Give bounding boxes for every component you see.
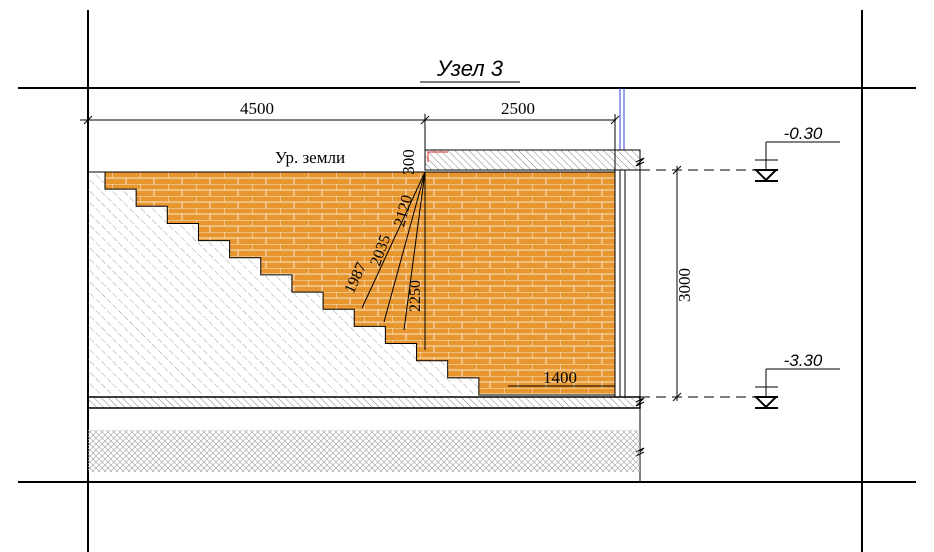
- brick-wall: [104, 171, 616, 396]
- slab: [424, 149, 641, 171]
- gravel: [88, 430, 640, 472]
- height-dimension: [640, 165, 760, 402]
- dimension-label: 3000: [675, 268, 694, 302]
- dimension-label: 2250: [407, 280, 424, 312]
- dimension-label: 300: [399, 149, 418, 175]
- level-mark: [753, 368, 840, 409]
- level-label: -0.30: [784, 124, 823, 143]
- top-dimension: [80, 114, 620, 150]
- level-label: -3.30: [784, 351, 823, 370]
- ground-label: Ур. земли: [275, 148, 345, 167]
- title: Узел 3: [436, 56, 504, 81]
- soil: [88, 172, 510, 395]
- base-slab: [87, 396, 641, 409]
- dimension-label: 2500: [501, 99, 535, 118]
- red-mark: [427, 151, 448, 162]
- level-mark: [753, 141, 840, 182]
- diagonals: [361, 171, 426, 350]
- dimension-label: 4500: [240, 99, 274, 118]
- dimension-label: 1400: [543, 368, 577, 387]
